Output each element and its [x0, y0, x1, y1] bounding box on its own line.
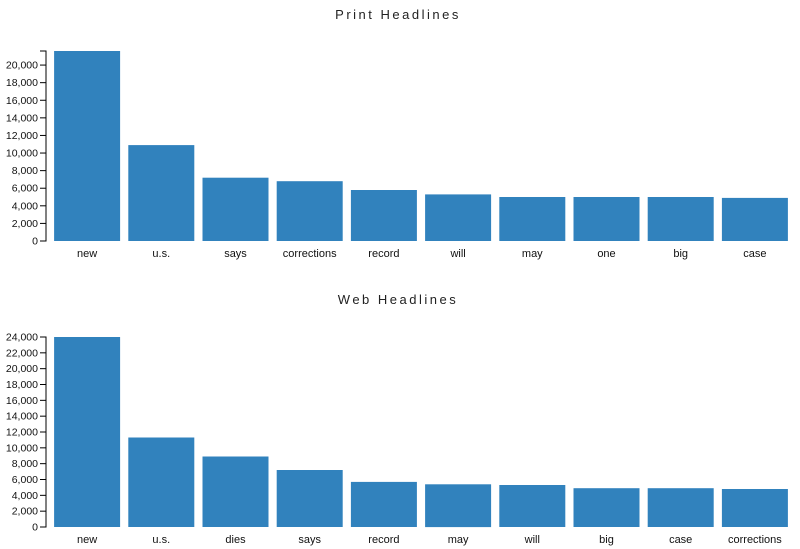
bar-case	[647, 488, 714, 527]
bar-big	[647, 197, 714, 241]
x-category-label: corrections	[283, 248, 337, 260]
x-category-label: says	[298, 534, 321, 546]
x-category-label: may	[522, 248, 543, 260]
x-category-label: one	[597, 248, 615, 260]
y-tick-label: 20,000	[6, 363, 38, 375]
y-axis-line	[40, 50, 47, 242]
y-tick-label: 16,000	[6, 95, 38, 107]
x-category-label: dies	[225, 534, 246, 546]
y-tick-label: 12,000	[6, 427, 38, 439]
bar-u-s	[128, 145, 195, 241]
y-tick-label: 14,000	[6, 112, 38, 124]
y-tick-label: 2,000	[12, 218, 38, 230]
x-category-label: says	[224, 248, 247, 260]
y-tick-label: 22,000	[6, 347, 38, 359]
y-tick-label: 20,000	[6, 60, 38, 72]
y-tick-label: 18,000	[6, 77, 38, 89]
chart-title: Print Headlines	[335, 7, 461, 22]
bar-record	[350, 481, 417, 527]
x-category-label: corrections	[728, 534, 782, 546]
x-category-label: will	[449, 248, 465, 260]
y-tick-label: 14,000	[6, 411, 38, 423]
bar-will	[499, 485, 566, 527]
web-headlines-chart: Web Headlines 0 2,000 4,000 6,000 8,000 10,00…	[6, 292, 788, 546]
y-tick-label: 0	[32, 522, 38, 534]
bar-u-s	[128, 437, 195, 527]
bar-new	[54, 51, 121, 241]
y-tick-label: 4,000	[12, 490, 38, 502]
y-tick-label: 8,000	[12, 165, 38, 177]
bar-big	[573, 488, 640, 527]
chart-title: Web Headlines	[338, 292, 458, 307]
x-category-label: may	[448, 534, 469, 546]
y-tick-label: 18,000	[6, 379, 38, 391]
y-tick-label: 10,000	[6, 148, 38, 160]
x-category-label: record	[368, 534, 399, 546]
x-category-label: u.s.	[152, 534, 170, 546]
y-tick-label: 6,000	[12, 474, 38, 486]
x-category-label: case	[743, 248, 766, 260]
x-category-label: big	[673, 248, 688, 260]
y-tick-label: 16,000	[6, 395, 38, 407]
bar-new	[54, 337, 121, 527]
y-tick-label: 10,000	[6, 442, 38, 454]
x-category-label: case	[669, 534, 692, 546]
bar-corrections	[721, 489, 788, 527]
bar-will	[425, 194, 492, 241]
y-tick-label: 6,000	[12, 183, 38, 195]
bar-may	[425, 484, 492, 528]
x-category-label: u.s.	[152, 248, 170, 260]
x-category-label: record	[368, 248, 399, 260]
bar-one	[573, 197, 640, 241]
bar-record	[350, 190, 417, 241]
print-headlines-chart: Print Headlines 0 2,000 4,000 6,000 8,000 10,…	[6, 7, 788, 260]
bar-dies	[202, 456, 269, 527]
bar-says	[276, 470, 343, 527]
y-tick-label: 12,000	[6, 130, 38, 142]
bar-case	[721, 197, 788, 241]
x-category-label: will	[524, 534, 540, 546]
bar-corrections	[276, 181, 343, 241]
x-category-label: new	[77, 248, 97, 260]
y-tick-label: 2,000	[12, 506, 38, 518]
y-tick-label: 24,000	[6, 332, 38, 344]
bar-may	[499, 197, 566, 241]
x-category-label: big	[599, 534, 614, 546]
y-tick-label: 0	[32, 236, 38, 248]
y-tick-label: 8,000	[12, 458, 38, 470]
y-tick-label: 4,000	[12, 200, 38, 212]
bar-says	[202, 177, 269, 241]
x-category-label: new	[77, 534, 97, 546]
